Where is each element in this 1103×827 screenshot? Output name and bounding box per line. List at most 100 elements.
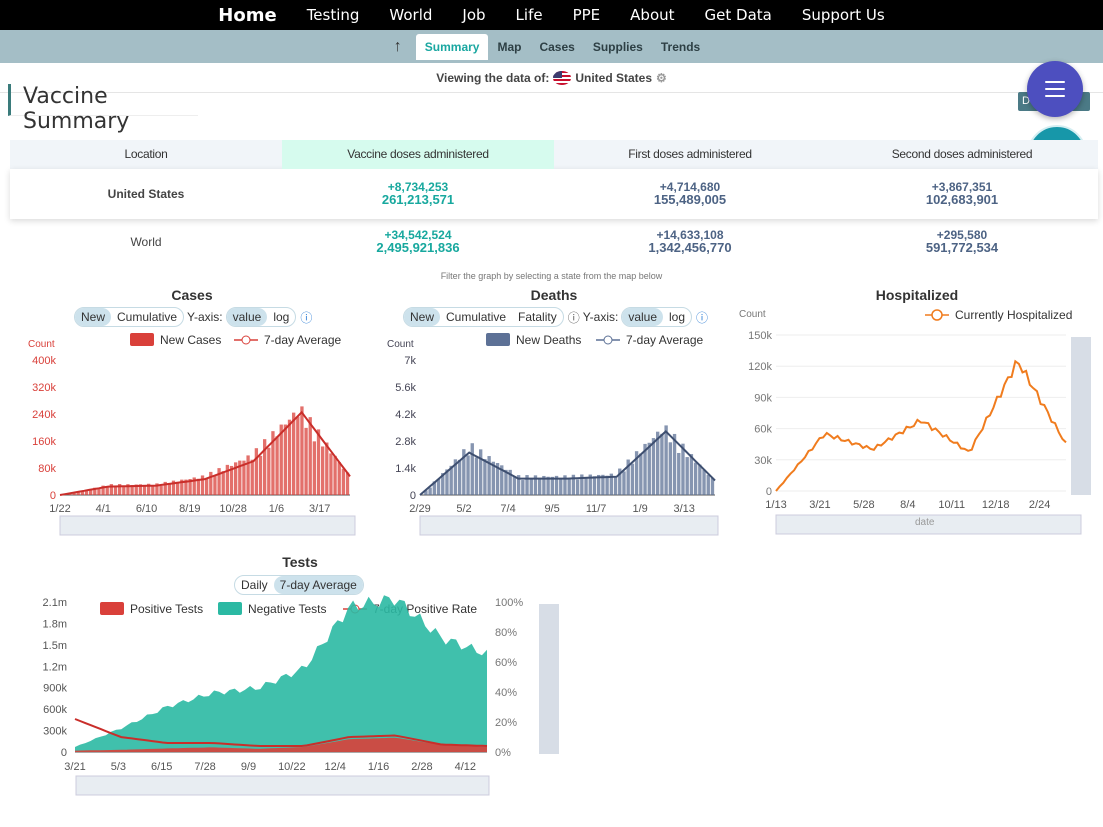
cases-axis-log[interactable]: log xyxy=(273,310,290,324)
info-icon[interactable]: ⓘ xyxy=(696,310,709,325)
deaths-bar xyxy=(516,475,521,495)
tests-legend-negative-swatch xyxy=(218,602,242,615)
nav-get-data[interactable]: Get Data xyxy=(704,6,772,24)
tests-y2-tick: 20% xyxy=(495,717,517,729)
nav-home[interactable]: Home xyxy=(218,4,277,26)
hosp-x-name: date xyxy=(915,517,935,528)
tab-map[interactable]: Map xyxy=(497,39,522,54)
deaths-bar xyxy=(533,475,538,495)
info-icon[interactable]: ⓘ xyxy=(567,310,580,325)
tests-controls: Daily 7-day Average xyxy=(234,575,364,595)
deaths-bar xyxy=(500,465,504,495)
hosp-y-tick: 90k xyxy=(754,392,772,404)
deaths-bar xyxy=(453,459,458,495)
tests-positive-area xyxy=(75,737,487,752)
deaths-zoom-slider[interactable] xyxy=(419,515,719,536)
tab-supplies[interactable]: Supplies xyxy=(592,39,643,54)
hosp-line xyxy=(775,359,1067,492)
deaths-bar xyxy=(651,438,656,495)
cases-bar xyxy=(296,416,300,495)
cases-zoom-slider[interactable] xyxy=(59,515,356,536)
nav-support-us[interactable]: Support Us xyxy=(801,6,885,24)
nav-about[interactable]: About xyxy=(630,6,675,24)
deaths-bar xyxy=(424,490,428,495)
deaths-y-tick: 4.2k xyxy=(395,409,416,421)
deaths-bar xyxy=(441,473,445,495)
tests-legend-negative: Negative Tests xyxy=(248,602,327,616)
deaths-x-tick: 5/2 xyxy=(456,503,471,515)
nav-testing[interactable]: Testing xyxy=(306,6,360,24)
tab-trends[interactable]: Trends xyxy=(660,39,701,54)
deaths-bar xyxy=(693,462,698,495)
deaths-bar xyxy=(474,457,479,495)
viewing-bar: Viewing the data of: United States ⚙ xyxy=(0,63,1103,93)
tests-y-tick: 0 xyxy=(61,747,67,759)
deaths-controls: New Cumulative Fatality ⓘ Y-axis: value log… xyxy=(403,307,708,327)
cases-y-tick: 160k xyxy=(32,436,56,448)
hosp-y-tick: 120k xyxy=(748,361,772,373)
cases-legend-new: New Cases xyxy=(160,333,221,347)
tests-vertical-slider[interactable] xyxy=(539,604,559,754)
cases-bar xyxy=(167,483,172,495)
second-total: 591,772,534 xyxy=(925,240,999,255)
deaths-mode-fatality[interactable]: Fatality xyxy=(518,310,557,324)
deaths-mode-new[interactable]: New xyxy=(404,308,441,326)
section-title: Vaccine Summary xyxy=(8,84,198,134)
legend-circle-icon xyxy=(241,335,251,345)
deaths-bar xyxy=(457,459,462,495)
nav-ppe[interactable]: PPE xyxy=(572,6,601,24)
cases-chart[interactable]: New Cases 7-day Average Count 0 80k 160k 24… xyxy=(20,330,365,540)
cases-bar xyxy=(283,424,288,495)
cases-axis-value[interactable]: value xyxy=(226,308,268,326)
cases-bar xyxy=(242,460,246,495)
deaths-bar xyxy=(529,479,533,495)
info-icon[interactable]: ⓘ xyxy=(300,310,313,325)
cases-mode-new[interactable]: New xyxy=(75,308,112,326)
tab-cases[interactable]: Cases xyxy=(539,39,575,54)
deaths-bar xyxy=(592,476,597,495)
cases-y-tick: 80k xyxy=(38,463,56,475)
nav-world[interactable]: World xyxy=(389,6,433,24)
tests-zoom-slider[interactable] xyxy=(75,775,490,796)
hosp-legend: Currently Hospitalized xyxy=(955,308,1072,322)
cases-bar xyxy=(97,487,101,495)
table-row[interactable]: United States +8,734,253 261,213,571 +4,7… xyxy=(10,169,1098,219)
hosp-x-tick: 10/11 xyxy=(938,499,965,511)
hosp-vertical-slider[interactable] xyxy=(1071,337,1091,495)
cases-bar xyxy=(130,484,134,495)
deaths-bar xyxy=(483,459,487,495)
hosp-chart[interactable]: Currently Hospitalized Count 0 30k 60k 90k 1… xyxy=(735,300,1095,540)
table-header: Location Vaccine doses administered Firs… xyxy=(10,140,1098,169)
deaths-bar xyxy=(647,442,651,495)
deaths-bar xyxy=(588,474,592,495)
hosp-zoom-slider[interactable] xyxy=(775,514,1082,535)
deaths-mode-cumulative[interactable]: Cumulative xyxy=(446,310,507,324)
deaths-x-tick: 3/13 xyxy=(673,503,694,515)
deaths-chart[interactable]: New Deaths 7-day Average Count 0 1.4k 2.8k… xyxy=(380,330,725,540)
table-row[interactable]: World +34,542,524 2,495,921,836 +14,633,1… xyxy=(10,219,1098,265)
cases-bar xyxy=(93,487,97,495)
nav-job[interactable]: Job xyxy=(462,6,486,24)
second-new: +3,867,351 xyxy=(931,180,993,194)
tests-mode-daily[interactable]: Daily xyxy=(241,578,268,592)
deaths-bar xyxy=(702,469,706,495)
tests-y-tick: 2.1m xyxy=(43,597,67,609)
deaths-bar xyxy=(668,442,673,495)
deaths-bar xyxy=(710,477,715,495)
deaths-x-tick: 11/7 xyxy=(586,503,607,515)
tab-summary[interactable]: Summary xyxy=(415,33,489,60)
tests-mode-7day[interactable]: 7-day Average xyxy=(273,576,363,594)
deaths-legend-avg: 7-day Average xyxy=(626,333,703,347)
nav-life[interactable]: Life xyxy=(515,6,543,24)
gear-icon[interactable]: ⚙ xyxy=(656,70,667,85)
deaths-bar xyxy=(567,479,571,495)
cases-mode-cumulative[interactable]: Cumulative xyxy=(117,310,178,324)
arrow-up-icon[interactable]: ↑ xyxy=(393,37,402,55)
tests-chart[interactable]: Positive Tests Negative Tests 7-day Posi… xyxy=(20,592,565,802)
deaths-axis-log[interactable]: log xyxy=(669,310,686,324)
viewing-location[interactable]: United States xyxy=(575,70,653,85)
deaths-bar xyxy=(618,468,622,495)
cases-bar xyxy=(246,455,250,495)
deaths-axis-value[interactable]: value xyxy=(622,308,664,326)
menu-button[interactable] xyxy=(1027,61,1083,117)
